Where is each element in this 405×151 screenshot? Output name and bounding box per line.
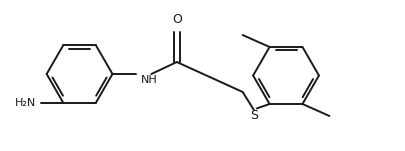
Text: NH: NH [141,75,157,85]
Text: S: S [250,109,258,122]
Text: O: O [171,13,181,26]
Text: H₂N: H₂N [15,98,36,108]
